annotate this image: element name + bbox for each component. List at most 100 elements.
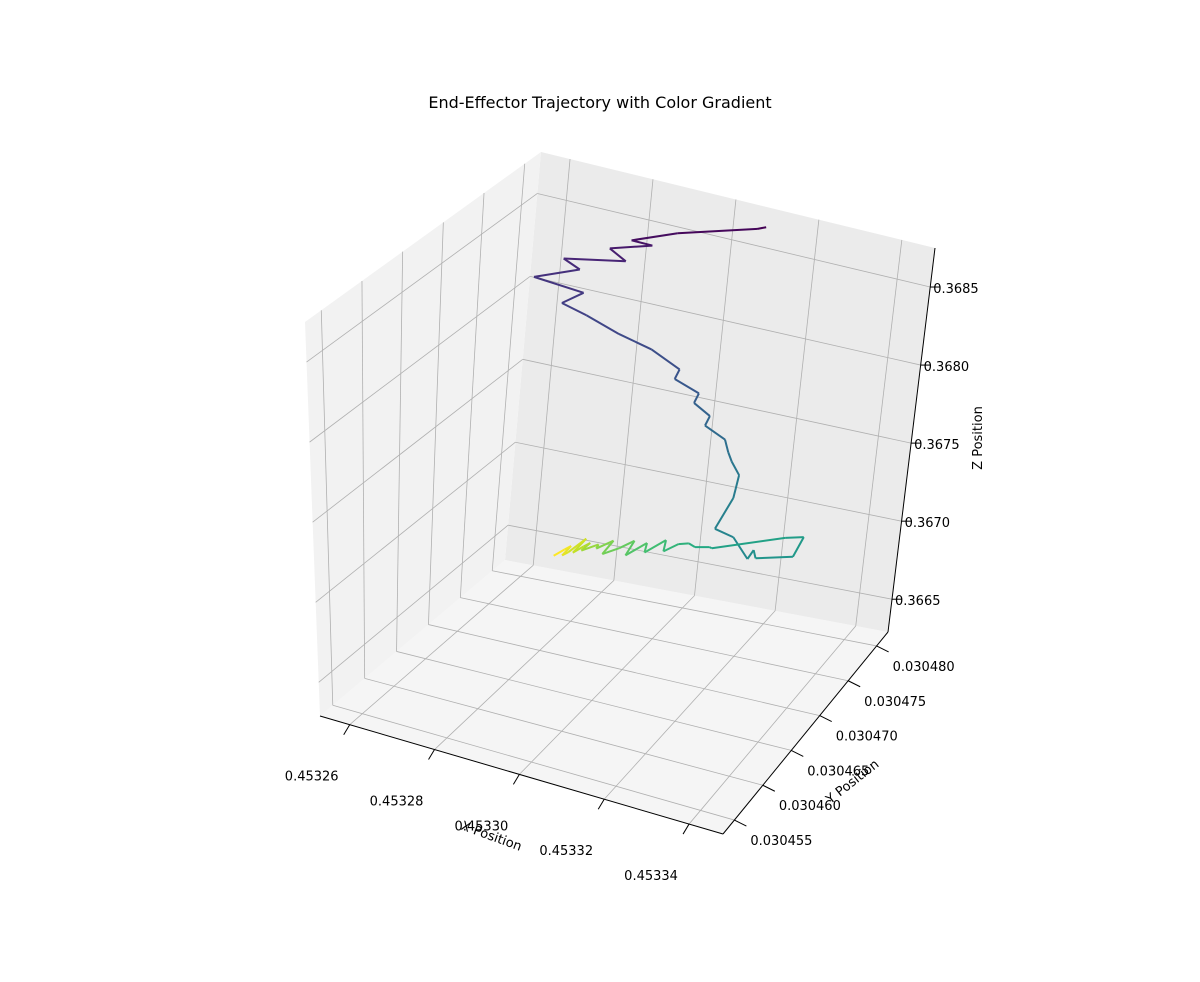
trajectory-segment: [644, 539, 667, 554]
trajectory-segment: [755, 555, 793, 560]
x-tick-label: 0.45326: [285, 770, 339, 785]
trajectory-segment: [563, 257, 626, 263]
trajectory-segment: [631, 232, 678, 242]
trajectory-segment: [631, 239, 653, 247]
x-tick-label: 0.45328: [370, 795, 424, 810]
x-tick-label: 0.45334: [624, 869, 678, 884]
floor-pane: [320, 560, 888, 834]
grid-line: [515, 441, 902, 522]
grid-line: [603, 610, 776, 800]
trajectory-segment: [711, 536, 786, 550]
trajectory-segment: [662, 543, 679, 553]
trajectory-segment: [678, 542, 689, 546]
z-tick-label: 0.3670: [905, 516, 951, 531]
grid-line: [349, 565, 534, 725]
trajectory-segment: [619, 539, 635, 549]
x-tick-mark: [682, 823, 690, 835]
y-axis-line: [722, 631, 889, 835]
grid-line: [320, 310, 334, 706]
y-tick-mark: [791, 749, 804, 757]
back-pane: [505, 152, 935, 632]
grid-line: [428, 624, 820, 716]
grid-line: [855, 239, 903, 626]
trajectory-segment: [714, 527, 734, 539]
trajectory-segment: [704, 415, 711, 427]
grid-line: [507, 524, 893, 600]
trajectory-segment: [704, 424, 726, 441]
grid-line: [519, 595, 695, 775]
trajectory-segment: [533, 275, 584, 294]
trajectory-segment: [585, 314, 620, 335]
z-tick-label: 0.3665: [895, 594, 941, 609]
grid-line: [522, 358, 912, 444]
grid-line: [774, 219, 820, 611]
y-tick-mark: [847, 680, 861, 688]
axis-lines: [319, 247, 936, 835]
trajectory-segment: [757, 226, 767, 230]
trajectory-segment: [609, 244, 653, 250]
trajectory-segment: [643, 542, 648, 553]
grid-line: [434, 580, 615, 750]
grid-line: [396, 251, 404, 652]
trajectory-segment: [746, 549, 755, 560]
x-tick-mark: [512, 774, 520, 785]
axis-panes: [305, 152, 935, 834]
x-tick-mark: [428, 749, 435, 760]
trajectory-segment: [650, 348, 681, 371]
trajectory-segment: [673, 368, 681, 380]
trajectory-segment: [688, 542, 696, 548]
y-tick-label: 0.030475: [864, 695, 926, 710]
trajectory-line: [533, 226, 805, 560]
grid-line: [396, 651, 792, 751]
trajectory-segment: [561, 302, 587, 317]
trajectory-segment: [568, 537, 587, 553]
y-tick-label: 0.030465: [807, 764, 869, 779]
trajectory-segment: [563, 257, 581, 271]
z-axis-label: Z Position: [971, 406, 986, 470]
trajectory-segment: [624, 540, 636, 556]
z-tick-label: 0.3675: [914, 438, 960, 453]
y-tick-mark: [819, 715, 832, 723]
y-tick-mark: [762, 784, 776, 792]
trajectory-segment: [595, 539, 614, 550]
grid-line: [537, 193, 931, 288]
grid-line: [361, 280, 366, 679]
trajectory-segment: [564, 545, 572, 551]
trajectory-segment: [732, 536, 749, 560]
trajectory-segment: [583, 542, 591, 548]
grid-line: [332, 704, 735, 821]
z-tick-label: 0.3680: [924, 360, 970, 375]
trajectory-segment: [601, 540, 615, 555]
trajectory-segment: [662, 539, 667, 552]
trajectory-segment: [752, 549, 757, 559]
grid-line: [460, 597, 849, 682]
trajectory-segment: [693, 402, 711, 417]
x-tick-mark: [597, 798, 605, 810]
trajectory-segment: [785, 536, 804, 539]
trajectory-segment: [730, 461, 740, 476]
grid-line: [312, 359, 523, 523]
trajectory-segment: [727, 451, 733, 462]
x-tick-label: 0.45330: [454, 819, 508, 834]
trajectory-segment: [581, 543, 599, 552]
trajectory-segment: [732, 474, 741, 499]
grid-line: [688, 625, 857, 825]
grid-line: [491, 163, 526, 571]
y-tick-label: 0.030480: [893, 660, 955, 675]
y-tick-label: 0.030470: [836, 730, 898, 745]
trajectory-segment: [677, 227, 758, 235]
trajectory-segment: [533, 268, 580, 278]
grid-lines: [306, 159, 931, 825]
trajectory-segment: [618, 333, 652, 351]
grid-line: [306, 193, 538, 363]
trajectory-segment: [693, 392, 700, 404]
grid-line: [309, 276, 531, 443]
y-tick-label: 0.030455: [750, 834, 812, 849]
trajectory-segment: [709, 546, 713, 550]
trajectory-segment: [561, 291, 585, 304]
grid-line: [694, 199, 737, 596]
y-tick-mark: [734, 819, 747, 827]
grid-line: [428, 222, 444, 625]
tick-labels: 0.45326 0.45328 0.45330 0.45332 0.45334 0.030…: [285, 282, 979, 884]
